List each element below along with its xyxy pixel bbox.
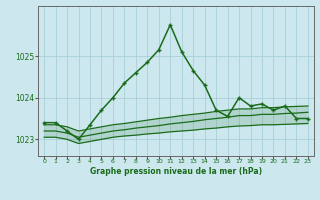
X-axis label: Graphe pression niveau de la mer (hPa): Graphe pression niveau de la mer (hPa) bbox=[90, 167, 262, 176]
